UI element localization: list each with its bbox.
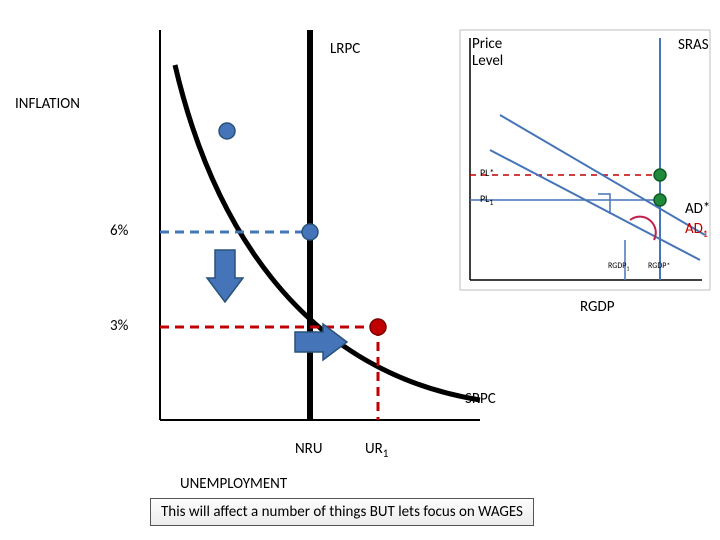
sras-label: SRAS	[678, 36, 709, 54]
dot-6nru	[302, 224, 318, 240]
ur1-label: UR1	[365, 440, 388, 460]
plstar-label: PL*	[480, 166, 494, 179]
rgdp-axis-label: RGDP	[580, 298, 614, 316]
dot-3ur1	[370, 319, 386, 335]
ad1-line	[490, 150, 700, 260]
arrow-down	[207, 250, 243, 302]
nru-label: NRU	[295, 440, 322, 458]
dot-top	[219, 123, 235, 139]
diagram-canvas: INFLATION UNEMPLOYMENT LRPC SRPC NRU UR1…	[0, 0, 720, 540]
asad-dot-star	[654, 169, 666, 181]
six-pct-label: 6%	[110, 222, 128, 240]
lrpc-label: LRPC	[330, 40, 360, 58]
adstar-label: AD*	[685, 200, 710, 218]
y-axis-label: INFLATION	[15, 95, 80, 113]
phillips-axes	[160, 30, 480, 420]
ad1-label: AD1	[685, 220, 708, 240]
price-level-label: PriceLevel	[472, 36, 503, 71]
asad-dot-1	[654, 194, 666, 206]
caption: This will affect a number of things BUT …	[150, 498, 534, 526]
x-axis-label: UNEMPLOYMENT	[180, 475, 287, 493]
three-pct-label: 3%	[110, 317, 128, 335]
rgdp1-label: RGDP1	[608, 261, 629, 273]
gap-arc	[630, 217, 656, 240]
pl1-label: PL1	[480, 192, 493, 208]
srpc-label: SRPC	[465, 390, 496, 408]
rgdpstar-label: RGDP*	[648, 261, 670, 271]
